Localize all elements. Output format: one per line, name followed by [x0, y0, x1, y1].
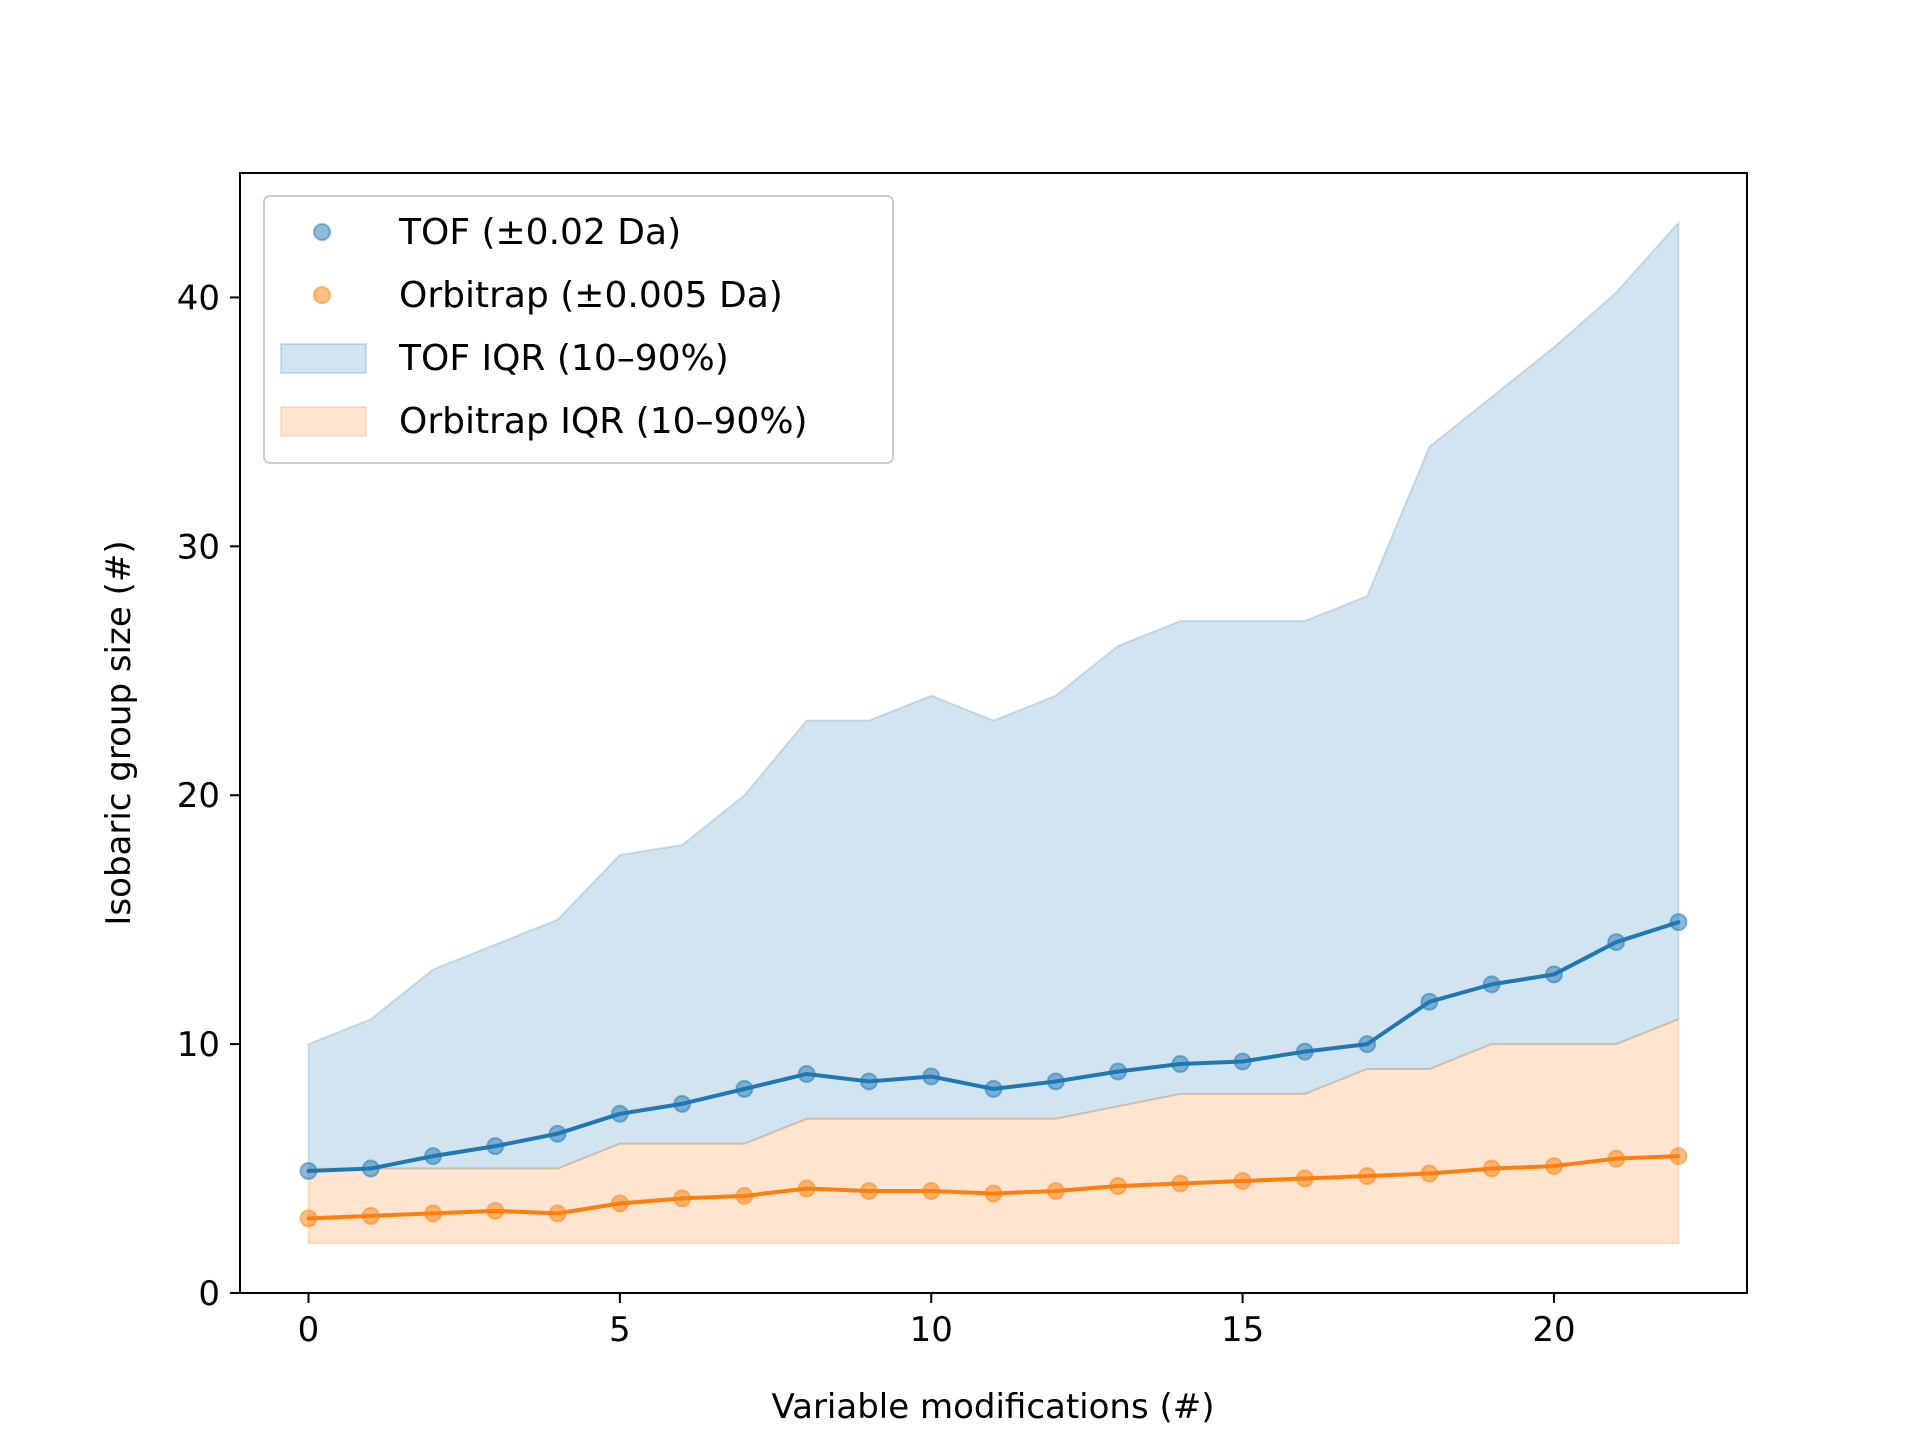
- data-point-0-3: [486, 1137, 505, 1156]
- data-point-0-14: [1171, 1055, 1190, 1074]
- data-point-0-9: [859, 1072, 878, 1091]
- data-point-0-7: [735, 1079, 754, 1098]
- data-point-0-1: [361, 1159, 380, 1178]
- data-point-0-13: [1109, 1062, 1128, 1081]
- data-point-0-2: [424, 1147, 443, 1166]
- x-axis-label: Variable modifications (#): [771, 1387, 1214, 1427]
- legend-swatch-band-1: [280, 406, 367, 437]
- y-axis: 0 10 20 30 40: [177, 278, 240, 1314]
- y-axis-label: Isobaric group size (#): [99, 540, 139, 925]
- legend-label-series-0: TOF (±0.02 Da): [398, 212, 681, 253]
- x-tick-label-1: 5: [609, 1310, 631, 1350]
- data-point-1-15: [1233, 1172, 1252, 1190]
- data-point-0-12: [1046, 1072, 1065, 1091]
- data-point-0-5: [610, 1104, 629, 1123]
- x-tick-label-2: 10: [910, 1310, 953, 1350]
- legend-label-series-1: Orbitrap (±0.005 Da): [399, 275, 783, 316]
- data-point-1-6: [673, 1189, 692, 1208]
- data-point-1-11: [984, 1184, 1003, 1203]
- data-point-1-10: [922, 1181, 941, 1200]
- legend-frame: [263, 195, 894, 464]
- data-point-0-0: [299, 1162, 318, 1181]
- data-point-0-6: [673, 1094, 692, 1113]
- legend-swatch-series-1: [313, 286, 331, 304]
- data-point-0-22: [1669, 913, 1688, 932]
- band-0: [307, 220, 1680, 1173]
- y-tick-label-2: 20: [177, 776, 220, 816]
- data-point-1-2: [424, 1204, 443, 1223]
- data-point-0-11: [984, 1079, 1003, 1098]
- data-point-0-20: [1544, 965, 1563, 984]
- data-point-1-13: [1109, 1176, 1128, 1195]
- data-point-1-1: [361, 1206, 380, 1225]
- legend: TOF (±0.02 Da) Orbitrap (±0.005 Da) TOF IQ…: [263, 195, 894, 464]
- y-tick-label-4: 40: [177, 278, 220, 318]
- y-tick-label-1: 10: [177, 1025, 220, 1065]
- data-point-0-16: [1295, 1042, 1314, 1061]
- data-point-1-8: [797, 1179, 816, 1198]
- data-point-0-10: [922, 1067, 941, 1086]
- y-tick-label-0: 0: [198, 1274, 220, 1314]
- data-point-1-17: [1358, 1167, 1377, 1186]
- data-point-0-15: [1233, 1052, 1252, 1071]
- y-tick-label-3: 30: [177, 527, 220, 567]
- data-point-1-20: [1544, 1157, 1563, 1176]
- data-point-1-3: [486, 1201, 505, 1220]
- data-point-0-21: [1607, 933, 1626, 952]
- data-point-0-8: [797, 1064, 816, 1083]
- bands-layer: [307, 220, 1680, 1245]
- data-point-0-19: [1482, 975, 1501, 994]
- legend-items: TOF (±0.02 Da) Orbitrap (±0.005 Da) TOF IQ…: [280, 212, 808, 442]
- legend-swatch-band-0: [280, 343, 367, 374]
- data-point-1-19: [1482, 1159, 1501, 1178]
- data-point-1-16: [1295, 1169, 1314, 1188]
- x-tick-label-3: 15: [1221, 1310, 1264, 1350]
- series-layer: [299, 913, 1688, 1228]
- data-point-1-9: [859, 1181, 878, 1200]
- data-point-1-0: [299, 1209, 318, 1228]
- data-point-1-18: [1420, 1164, 1439, 1183]
- data-point-0-17: [1358, 1035, 1377, 1054]
- data-point-1-7: [735, 1186, 754, 1205]
- data-point-1-12: [1046, 1181, 1065, 1200]
- x-tick-label-4: 20: [1532, 1310, 1575, 1350]
- data-point-1-5: [610, 1194, 629, 1213]
- data-point-0-4: [548, 1124, 567, 1143]
- band-1: [307, 1017, 1680, 1245]
- x-axis: 0 5 10 15 20: [298, 1293, 1576, 1350]
- x-tick-label-0: 0: [298, 1310, 320, 1350]
- data-point-0-18: [1420, 992, 1439, 1011]
- data-point-1-4: [548, 1204, 567, 1223]
- plot-frame: [239, 172, 1748, 1294]
- legend-label-band-1: Orbitrap IQR (10–90%): [399, 401, 808, 442]
- data-point-1-22: [1669, 1147, 1688, 1166]
- legend-swatch-series-0: [313, 223, 331, 241]
- data-point-1-21: [1607, 1149, 1626, 1168]
- data-point-1-14: [1171, 1174, 1190, 1193]
- legend-label-band-0: TOF IQR (10–90%): [398, 338, 729, 379]
